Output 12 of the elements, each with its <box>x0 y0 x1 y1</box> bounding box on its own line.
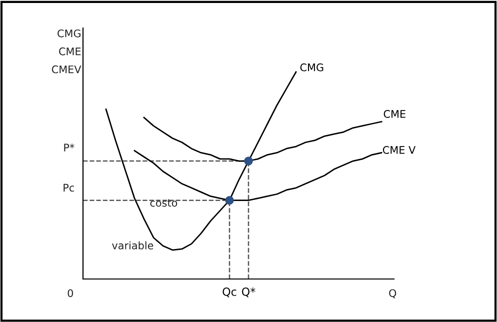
annotation: costo <box>150 199 178 207</box>
text: 0 <box>68 289 74 298</box>
text: P* <box>64 144 74 152</box>
x-tick-label: Qc <box>222 288 236 298</box>
y-axis-title: CMG CME CMEV <box>52 29 82 74</box>
annotation: variable <box>112 241 154 250</box>
series-label: CMG <box>300 63 324 72</box>
text: Pc <box>64 184 74 192</box>
text: Q <box>389 289 396 298</box>
series-label: CME V <box>382 146 416 154</box>
series-label: CME <box>384 110 406 118</box>
x-tick-label: Q* <box>242 288 256 298</box>
